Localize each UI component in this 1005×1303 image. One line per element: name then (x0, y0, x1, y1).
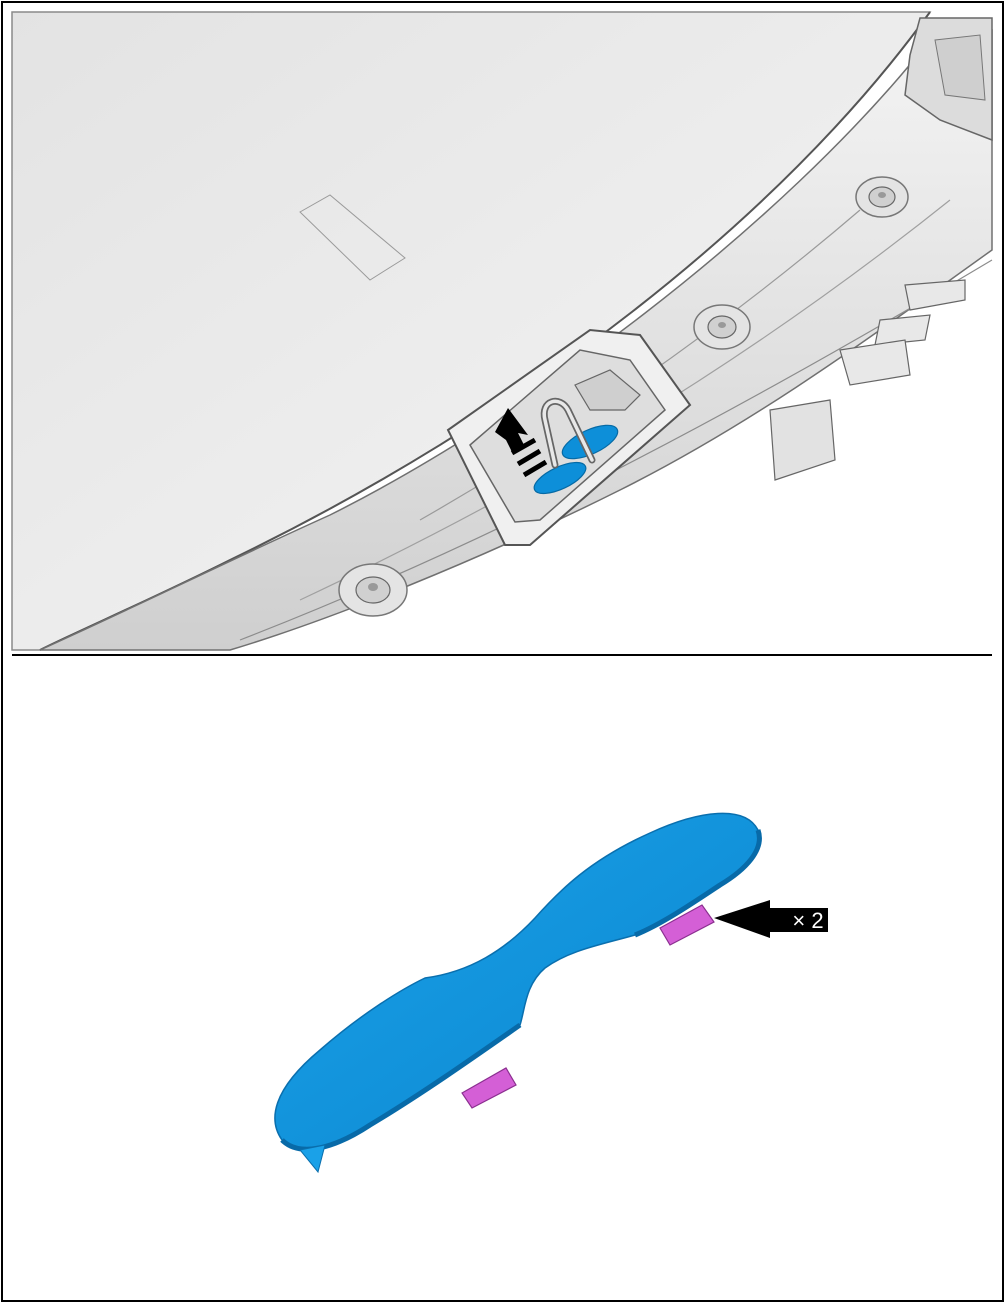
side-tab-2 (874, 314, 931, 346)
latch-access-cover (274, 812, 761, 1150)
retaining-clip-right (659, 904, 715, 946)
bottom-panel: × 2 (274, 812, 828, 1174)
bolt-middle (693, 304, 751, 350)
latch-cover-blue-upper (561, 424, 619, 460)
arrow-icon (495, 408, 548, 478)
callout-arrow: × 2 (714, 900, 828, 938)
side-tab-1 (904, 279, 966, 311)
bolt-upper (855, 176, 909, 218)
callout-label: × 2 (792, 908, 823, 933)
bolt-lower (338, 563, 408, 617)
hood-marking (299, 194, 406, 281)
corner-bracket-pocket (934, 34, 986, 101)
cover-tab (299, 1144, 326, 1174)
retaining-clip-left (461, 1067, 517, 1109)
lower-bracket (769, 399, 836, 481)
hood-latch-housing (446, 328, 692, 546)
side-tab-3 (839, 339, 911, 386)
top-panel (11, 11, 993, 651)
